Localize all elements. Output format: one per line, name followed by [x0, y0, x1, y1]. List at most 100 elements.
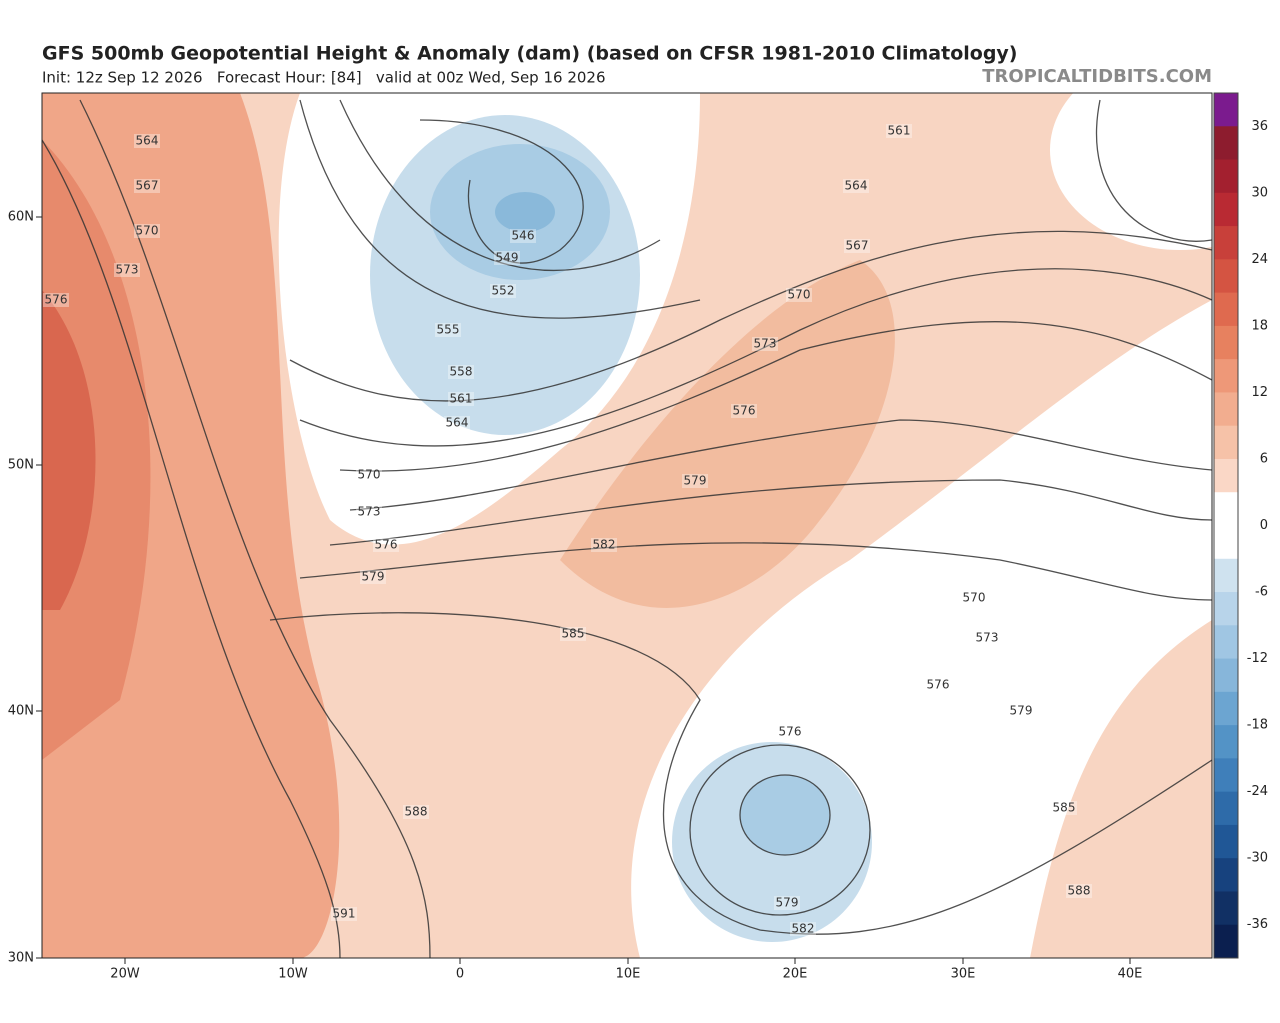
colorbar-bin	[1214, 725, 1238, 759]
lat-label: 40N	[8, 704, 34, 719]
contour-label: 570	[788, 288, 811, 302]
contour-label-bg	[490, 284, 516, 298]
lat-label: 30N	[8, 951, 34, 966]
contour-label: 579	[362, 570, 385, 584]
colorbar-bin	[1214, 226, 1238, 260]
colorbar-bin	[1214, 558, 1238, 593]
colorbar-bin	[1214, 192, 1238, 227]
colorbar-tick: -18	[1247, 718, 1268, 733]
contour-label-bg	[786, 288, 812, 302]
colorbar-bin	[1214, 525, 1238, 560]
contour-label: 588	[1068, 884, 1091, 898]
lon-label: 0	[456, 967, 464, 982]
contour-label: 573	[754, 337, 777, 351]
lat-label: 60N	[8, 210, 34, 225]
contour-label: 591	[333, 907, 356, 921]
contour-label-bg	[682, 474, 708, 488]
colorbar-bin	[1214, 658, 1238, 693]
contour-label: 576	[733, 404, 756, 418]
contour-label-bg	[448, 392, 474, 406]
colorbar-bin	[1214, 359, 1238, 393]
subtitle: Init: 12z Sep 12 2026 Forecast Hour: [84…	[42, 69, 606, 87]
contour-label: 579	[1010, 704, 1033, 718]
colorbar-tick: -36	[1247, 917, 1268, 932]
colorbar-tick: -30	[1247, 851, 1268, 866]
colorbar-bin	[1214, 458, 1238, 493]
contour-label-bg	[925, 678, 951, 692]
contour-label: 585	[562, 627, 585, 641]
contour-label-bg	[790, 922, 816, 936]
contour-label: 573	[976, 631, 999, 645]
colorbar-bin	[1214, 325, 1238, 360]
colorbar-bin	[1214, 126, 1238, 161]
contour-label-bg	[134, 179, 160, 193]
contour-label: 576	[45, 293, 68, 307]
contour-label: 576	[927, 678, 950, 692]
contour-label: 570	[963, 591, 986, 605]
colorbar-bin	[1214, 159, 1238, 194]
contour-label: 564	[446, 416, 469, 430]
contour-label-bg	[844, 239, 870, 253]
colorbar-bin	[1214, 791, 1238, 826]
contour-label-bg	[510, 229, 536, 243]
contour-label: 558	[450, 365, 473, 379]
contour-label: 573	[358, 505, 381, 519]
contour-label-bg	[1066, 884, 1092, 898]
contour-label-bg	[114, 263, 140, 277]
contour-label-bg	[373, 538, 399, 552]
contour-label-bg	[591, 538, 617, 552]
colorbar-bin	[1214, 93, 1238, 127]
contour-label-bg	[886, 124, 912, 138]
contour-label: 582	[593, 538, 616, 552]
contour-label: 570	[358, 468, 381, 482]
contour-label: 576	[779, 725, 802, 739]
colorbar-tick: 18	[1251, 318, 1268, 333]
contour-label-bg	[494, 251, 520, 265]
colorbar-tick: 30	[1251, 185, 1268, 200]
lon-label: 30E	[951, 967, 976, 982]
colorbar-tick: 0	[1260, 518, 1268, 533]
colorbar-tick: -6	[1255, 585, 1268, 600]
contour-label: 555	[437, 323, 460, 337]
colorbar-bin	[1214, 824, 1238, 859]
colorbar-bin	[1214, 758, 1238, 793]
contour-label-bg	[356, 468, 382, 482]
contour-label: 573	[116, 263, 139, 277]
colorbar-tick: 36	[1251, 119, 1268, 134]
colorbar-bin	[1214, 924, 1238, 959]
contour-label: 564	[845, 179, 868, 193]
contour-label-bg	[1051, 801, 1077, 815]
colorbar-bin	[1214, 691, 1238, 726]
contour-label-bg	[961, 591, 987, 605]
colorbar-bin	[1214, 592, 1238, 626]
contour-label-bg	[774, 896, 800, 910]
colorbar-bin	[1214, 492, 1238, 526]
contour-label: 579	[776, 896, 799, 910]
colorbar-tick: 24	[1251, 252, 1268, 267]
lon-label: 10E	[616, 967, 641, 982]
contour-label-bg	[974, 631, 1000, 645]
contour-label: 567	[136, 179, 159, 193]
contour-label: 561	[888, 124, 911, 138]
contour-label-bg	[1008, 704, 1034, 718]
contour-label-bg	[777, 725, 803, 739]
brand: TROPICALTIDBITS.COM	[982, 66, 1212, 87]
title: GFS 500mb Geopotential Height & Anomaly …	[42, 43, 1018, 65]
contour-label-bg	[448, 365, 474, 379]
colorbar-bin	[1214, 392, 1238, 427]
colorbar-tick: -24	[1247, 784, 1268, 799]
contour-label-bg	[134, 224, 160, 238]
contour-label-bg	[331, 907, 357, 921]
contour-label: 564	[136, 134, 159, 148]
contour-label-bg	[134, 134, 160, 148]
contour-label: 588	[405, 805, 428, 819]
colorbar-bin	[1214, 858, 1238, 892]
contour-label: 582	[792, 922, 815, 936]
contour-label-bg	[752, 337, 778, 351]
contour-label-bg	[560, 627, 586, 641]
colorbar-tick: -12	[1247, 651, 1268, 666]
lon-label: 20W	[110, 967, 140, 982]
colorbar-bin	[1214, 425, 1238, 460]
labels: 564 567 570 573 576 546 549 552 555 558 561 564 570 5…	[8, 92, 1268, 982]
